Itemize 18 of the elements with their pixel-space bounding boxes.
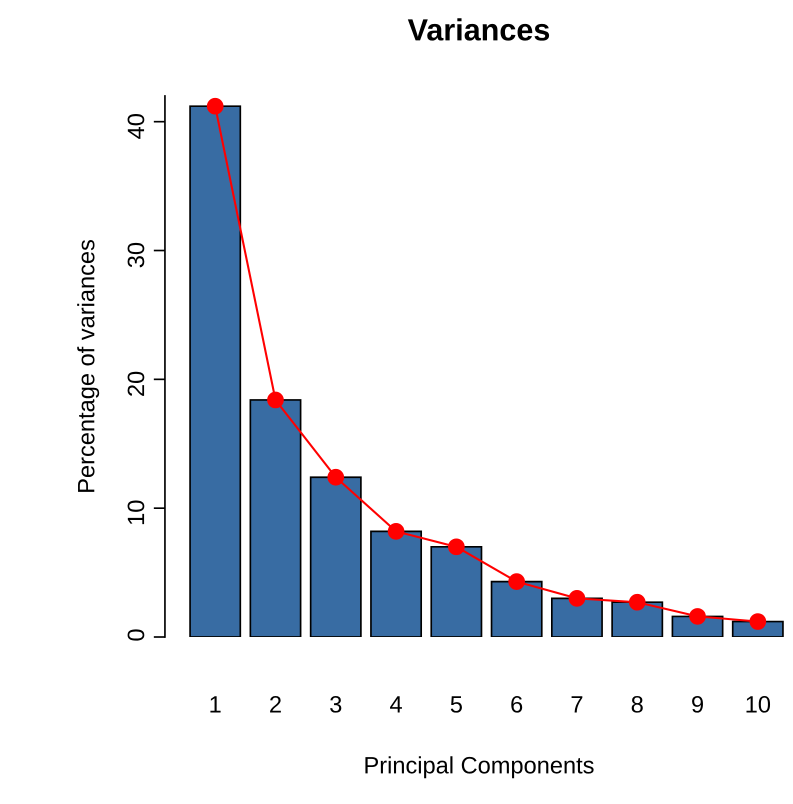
y-axis-title: Percentage of variances: [77, 240, 100, 492]
x-axis-title: Principal Components: [365, 756, 594, 778]
x-tick-label: 1: [210, 696, 221, 712]
x-tick-label: 6: [511, 696, 522, 713]
y-tick-label: 40: [128, 114, 144, 139]
x-tick-label: 3: [330, 696, 342, 713]
y-tick-label: 30: [128, 242, 144, 268]
x-tick-label: 5: [450, 696, 462, 713]
y-tick-label: 10: [128, 500, 144, 524]
x-tick-label: 8: [632, 696, 643, 713]
x-tick-label: 10: [746, 696, 770, 713]
x-tick-label: 2: [270, 696, 281, 712]
x-tick-label: 9: [692, 696, 703, 713]
y-tick-label: 0: [128, 629, 144, 641]
chart-title: Variances: [408, 18, 550, 41]
y-tick-label: 20: [128, 372, 144, 396]
x-tick-label: 7: [572, 696, 582, 712]
x-tick-label: 4: [390, 696, 402, 712]
